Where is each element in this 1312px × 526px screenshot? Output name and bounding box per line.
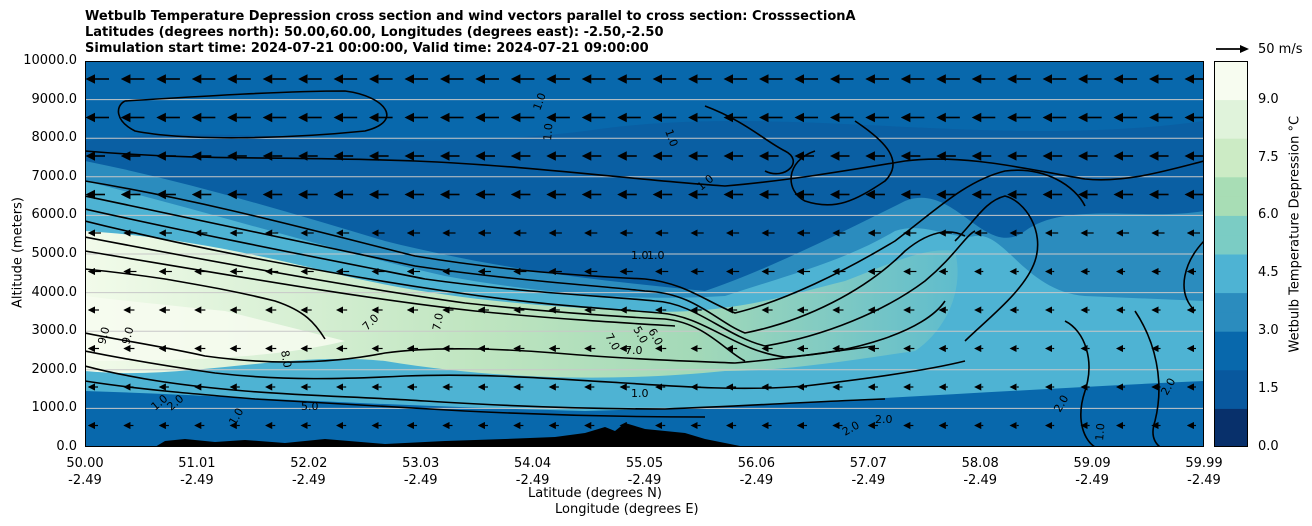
horizontal-gridlines: [85, 99, 1204, 409]
plot-frame: [85, 61, 1204, 447]
colorbar-segment: [1214, 118, 1248, 139]
colorbar: [1214, 61, 1248, 447]
x-tick-label: 59.99 -2.49: [1185, 456, 1223, 488]
colorbar-segment: [1214, 157, 1248, 178]
y-tick-label: 1000.0: [31, 400, 78, 416]
contour-label: 1.0: [631, 249, 649, 262]
y-tick-label: 5000.0: [31, 246, 78, 261]
y-tick-label: 2000.0: [31, 361, 78, 377]
x-tick-label: 58.08 -2.49: [961, 456, 999, 488]
x-tick-label: 55.05 -2.49: [625, 456, 664, 488]
colorbar-segment: [1214, 311, 1248, 332]
x-tick-label: 52.02 -2.49: [290, 456, 328, 488]
colorbar-segment: [1214, 408, 1248, 429]
y-tick-label: 7000.0: [31, 168, 78, 184]
terrain: [155, 423, 745, 447]
y-tick-label: 9000.0: [31, 91, 78, 107]
colorbar-segment: [1214, 80, 1248, 101]
field-upper-band: [85, 61, 1204, 141]
colorbar-tick-label: 1.5: [1258, 381, 1279, 397]
x-tick-label: 57.07 -2.49: [849, 456, 887, 488]
wind-reference-label: 50 m/s: [1258, 42, 1303, 57]
colorbar-segment: [1214, 234, 1248, 255]
cross-section-plot: 9.0 9.0 8.0 7.0 7.0 7.0 7.0 5.0 6.0 1.0 …: [85, 61, 1204, 447]
colorbar-segment: [1214, 138, 1248, 158]
surface-layer: [85, 381, 1204, 447]
colorbar-segment: [1214, 254, 1248, 274]
x-tick-label: 50.00 -2.49: [66, 456, 104, 488]
contour-label: 1.0: [541, 123, 555, 142]
y-tick-label: 8000.0: [31, 130, 78, 146]
colorbar-segment: [1214, 61, 1248, 81]
chart-title-line-2: Latitudes (degrees north): 50.00,60.00, …: [85, 25, 664, 40]
wind-vectors: [85, 74, 1204, 430]
y-axis-label: Altitude (meters): [10, 197, 26, 308]
colorbar-segment: [1214, 350, 1248, 371]
contour-label: 9.0: [119, 326, 136, 346]
colorbar-segment: [1214, 389, 1248, 409]
colorbar-tick-label: 4.5: [1258, 265, 1279, 281]
colorbar-tick-label: 6.0: [1258, 207, 1279, 223]
x-axis-label-latitude: Latitude (degrees N): [528, 486, 662, 501]
colorbar-tick-label: 3.0: [1258, 323, 1279, 339]
colorbar-segment: [1214, 215, 1248, 236]
contour-label: 2.0: [875, 413, 893, 426]
colorbar-segment: [1214, 331, 1248, 351]
y-tick-label: 3000.0: [31, 323, 78, 339]
chart-title-line-3: Simulation start time: 2024-07-21 00:00:…: [85, 41, 649, 56]
x-tick-label: 53.03 -2.49: [402, 456, 440, 488]
contour-label: 8.0: [278, 349, 294, 368]
colorbar-frame: [1214, 61, 1248, 447]
contour-label: 9.0: [95, 326, 112, 346]
colorbar-segment: [1214, 99, 1248, 120]
contour-label: 1.0: [647, 249, 665, 262]
x-tick-label: 51.01 -2.49: [178, 456, 216, 488]
contour-label: 1.0: [531, 91, 549, 112]
colorbar-segment: [1214, 369, 1248, 390]
colorbar-tick-label: 0.0: [1258, 439, 1279, 454]
y-tick-label: 6000.0: [31, 207, 78, 223]
contour-label: 1.0: [631, 387, 649, 400]
wind-reference-arrow: [1216, 45, 1249, 53]
contour-lines: [85, 90, 1204, 447]
y-tick-label: 0.0: [56, 439, 77, 454]
colorbar-segment: [1214, 196, 1248, 216]
x-tick-label: 54.04 -2.49: [513, 456, 552, 488]
colorbar-segment: [1214, 176, 1248, 197]
y-tick-label: 10000.0: [23, 53, 77, 68]
x-axis-label-longitude: Longitude (degrees E): [555, 502, 699, 517]
contour-label: 5.0: [301, 400, 319, 413]
x-tick-label: 59.09 -2.49: [1073, 456, 1111, 488]
contour-label: 7.0: [430, 312, 446, 331]
contour-label: 7.0: [625, 344, 643, 357]
colorbar-label: Wetbulb Temperature Depression °C: [1287, 115, 1303, 353]
colorbar-tick-label: 7.5: [1258, 149, 1279, 165]
x-tick-label: 56.06 -2.49: [737, 456, 775, 488]
contour-label: 1.0: [1093, 423, 1107, 442]
colorbar-segment: [1214, 427, 1248, 447]
colorbar-segment: [1214, 292, 1248, 313]
y-tick-label: 4000.0: [31, 284, 78, 300]
contour-label: 1.0: [662, 128, 680, 149]
colorbar-segment: [1214, 273, 1248, 294]
colorbar-tick-label: 9.0: [1258, 91, 1279, 107]
chart-title-line-1: Wetbulb Temperature Depression cross sec…: [85, 9, 856, 24]
